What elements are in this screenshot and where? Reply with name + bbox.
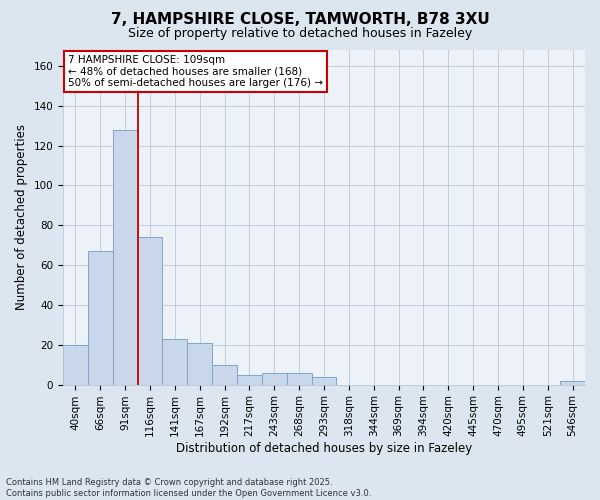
Bar (163, 339, 187, 384)
X-axis label: Distribution of detached houses by size in Fazeley: Distribution of detached houses by size … (176, 442, 472, 455)
Y-axis label: Number of detached properties: Number of detached properties (15, 124, 28, 310)
Bar (287, 372, 311, 384)
Bar (237, 374, 262, 384)
Bar (137, 237, 163, 384)
Bar (262, 372, 287, 384)
Bar (560, 380, 585, 384)
Bar (311, 376, 337, 384)
Bar (187, 343, 212, 384)
Text: Size of property relative to detached houses in Fazeley: Size of property relative to detached ho… (128, 28, 472, 40)
Bar (113, 130, 137, 384)
Bar (63, 345, 88, 385)
Bar (212, 364, 237, 384)
Text: Contains HM Land Registry data © Crown copyright and database right 2025.
Contai: Contains HM Land Registry data © Crown c… (6, 478, 371, 498)
Bar (88, 251, 113, 384)
Text: 7, HAMPSHIRE CLOSE, TAMWORTH, B78 3XU: 7, HAMPSHIRE CLOSE, TAMWORTH, B78 3XU (110, 12, 490, 28)
Text: 7 HAMPSHIRE CLOSE: 109sqm
← 48% of detached houses are smaller (168)
50% of semi: 7 HAMPSHIRE CLOSE: 109sqm ← 48% of detac… (68, 55, 323, 88)
